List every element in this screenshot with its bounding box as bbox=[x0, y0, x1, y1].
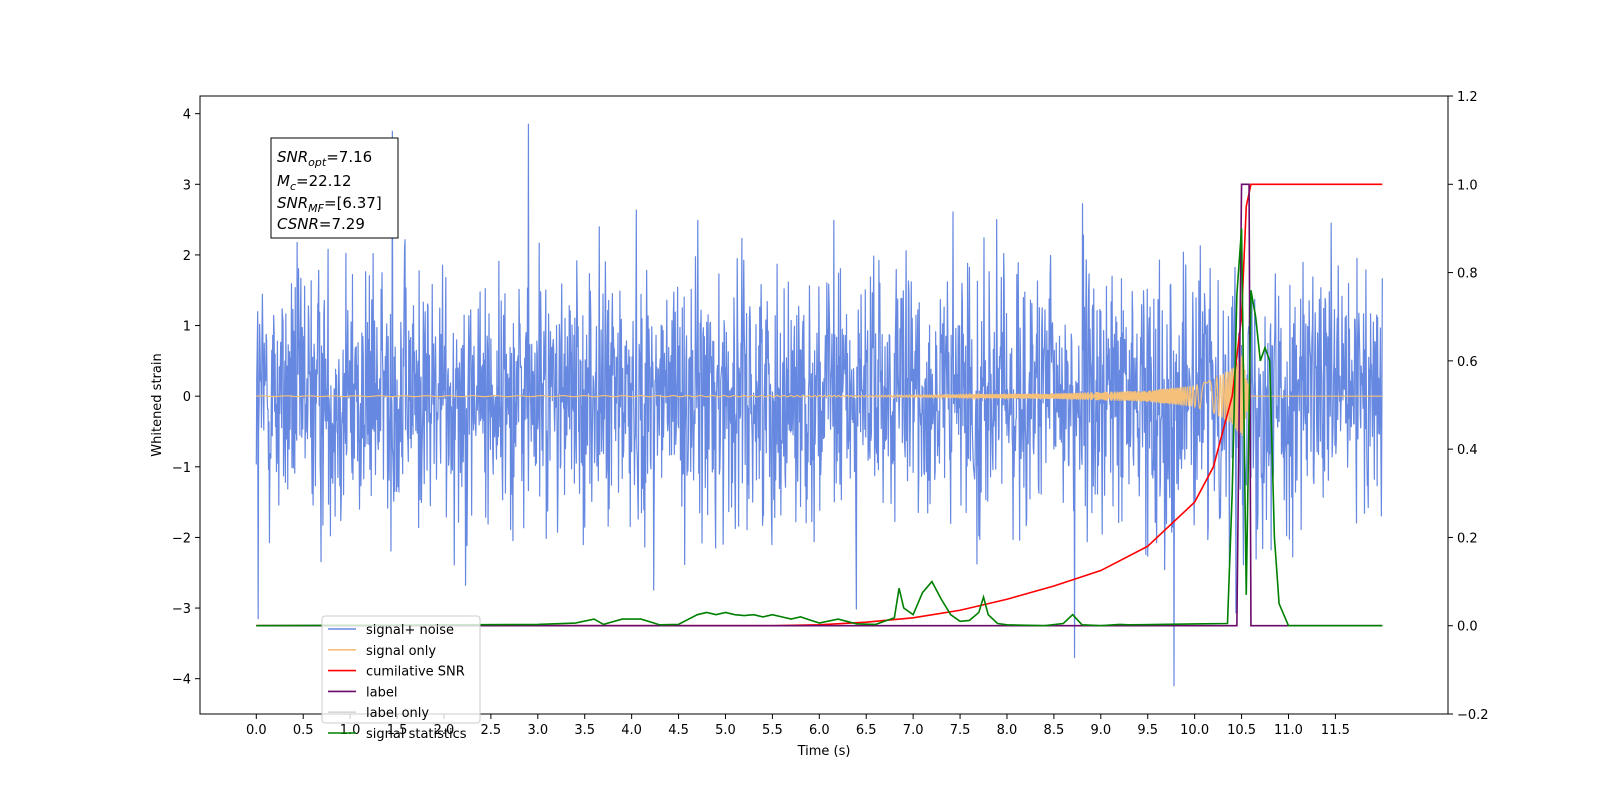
x-tick-label: 8.5 bbox=[1044, 723, 1065, 738]
series-signal-only bbox=[256, 355, 1383, 436]
x-tick-label: 3.5 bbox=[574, 723, 595, 738]
label-line bbox=[256, 183, 1383, 627]
x-tick-label: 0.0 bbox=[246, 723, 267, 738]
y2-tick-label: 0.6 bbox=[1457, 355, 1478, 370]
y-tick-label: −2 bbox=[172, 531, 191, 546]
annotation-snr-mf: SNRMF=[6.37] bbox=[277, 194, 382, 215]
legend-entry: cumilative SNR bbox=[366, 665, 465, 680]
y-tick-label: 3 bbox=[183, 178, 191, 193]
legend-frame bbox=[321, 615, 481, 724]
x-tick-label: 2.0 bbox=[434, 723, 455, 738]
x-tick-label: 8.0 bbox=[997, 723, 1018, 738]
y-axis-ticks: −4 −3 −2 −1 0 1 2 3 4 bbox=[172, 108, 200, 688]
annotation-mc-value: =22.12 bbox=[296, 172, 352, 190]
legend-entry: signal statistics bbox=[366, 727, 467, 742]
x-tick-label: 3.0 bbox=[527, 723, 548, 738]
y2-tick-label: 1.2 bbox=[1457, 90, 1478, 105]
annotation-snr-mf-symbol: SNR bbox=[277, 194, 308, 212]
x-tick-label: 9.5 bbox=[1137, 723, 1158, 738]
y-tick-label: 4 bbox=[183, 108, 191, 123]
x-tick-label: 2.5 bbox=[481, 723, 502, 738]
x-tick-label: 0.5 bbox=[293, 723, 314, 738]
x-tick-label: 4.5 bbox=[668, 723, 689, 738]
series-label bbox=[256, 183, 1383, 627]
x-tick-label: 5.5 bbox=[762, 723, 783, 738]
legend: signal+ noise signal only cumilative SNR la… bbox=[321, 615, 481, 742]
x-axis-ticks: 0.0 0.5 1.0 1.5 2.0 2.5 3.0 3.5 4.0 4.5 5.0 5.5 6.0 6… bbox=[246, 714, 1350, 738]
legend-entry: signal only bbox=[366, 644, 436, 659]
x-tick-label: 11.5 bbox=[1321, 723, 1350, 738]
series-signal-plus-noise bbox=[255, 123, 1383, 687]
y2-tick-label: 0.2 bbox=[1457, 531, 1478, 546]
y2-tick-label: 0.4 bbox=[1457, 443, 1478, 458]
y-tick-label: 0 bbox=[183, 390, 191, 405]
y-tick-label: −4 bbox=[172, 673, 191, 688]
annotation-csnr-value: =7.29 bbox=[319, 215, 365, 233]
annotation-snr-opt: SNRopt=7.16 bbox=[277, 148, 372, 169]
axes-frame bbox=[199, 95, 1449, 715]
x-tick-label: 1.0 bbox=[340, 723, 361, 738]
x-tick-label: 6.0 bbox=[809, 723, 830, 738]
x-tick-label: 10.0 bbox=[1180, 723, 1209, 738]
annotation-csnr: CSNR=7.29 bbox=[277, 215, 365, 233]
x-axis-label: Time (s) bbox=[797, 744, 851, 759]
x-tick-label: 7.5 bbox=[950, 723, 971, 738]
annotation-csnr-symbol: CSNR bbox=[277, 215, 319, 233]
x-tick-label: 1.5 bbox=[387, 723, 408, 738]
legend-entry: label only bbox=[366, 706, 429, 721]
noise-line bbox=[255, 123, 1383, 687]
annotation-snr-opt-symbol: SNR bbox=[277, 148, 308, 166]
info-annotation-box: SNRopt=7.16 Mc=22.12 SNRMF=[6.37] CSNR=7… bbox=[270, 137, 399, 239]
legend-entry: label bbox=[366, 685, 397, 700]
y2-tick-label: 1.0 bbox=[1457, 178, 1478, 193]
y-axis-label: Whitened strain bbox=[150, 353, 165, 456]
x-tick-label: 10.5 bbox=[1227, 723, 1256, 738]
x-tick-label: 11.0 bbox=[1274, 723, 1303, 738]
series-signal-statistics bbox=[256, 228, 1383, 627]
annotation-snr-opt-value: =7.16 bbox=[326, 148, 372, 166]
y2-axis-ticks: −0.2 0.0 0.2 0.4 0.6 0.8 1.0 1.2 bbox=[1448, 90, 1489, 723]
statistics-line bbox=[256, 228, 1383, 627]
annotation-snr-mf-value: =[6.37] bbox=[324, 194, 382, 212]
y2-tick-label: 0.8 bbox=[1457, 267, 1478, 282]
x-tick-label: 7.0 bbox=[903, 723, 924, 738]
y2-tick-label: −0.2 bbox=[1457, 708, 1489, 723]
annotation-snr-mf-subscript: MF bbox=[308, 202, 324, 215]
signal-line bbox=[256, 355, 1383, 436]
y-tick-label: −1 bbox=[172, 461, 191, 476]
plot-area bbox=[255, 123, 1383, 687]
x-tick-label: 9.0 bbox=[1090, 723, 1111, 738]
x-tick-label: 4.0 bbox=[621, 723, 642, 738]
y2-tick-label: 0.0 bbox=[1457, 620, 1478, 635]
annotation-mc-subscript: c bbox=[290, 180, 296, 193]
y-tick-label: 1 bbox=[183, 320, 191, 335]
annotation-snr-opt-subscript: opt bbox=[308, 156, 327, 169]
annotation-mc-symbol: M bbox=[277, 172, 290, 190]
annotation-mc: Mc=22.12 bbox=[277, 172, 352, 193]
y-tick-label: 2 bbox=[183, 249, 191, 264]
y-tick-label: −3 bbox=[172, 602, 191, 617]
info-box-frame bbox=[270, 137, 399, 239]
x-tick-label: 5.0 bbox=[715, 723, 736, 738]
x-tick-label: 6.5 bbox=[856, 723, 877, 738]
legend-entry: signal+ noise bbox=[366, 623, 454, 638]
